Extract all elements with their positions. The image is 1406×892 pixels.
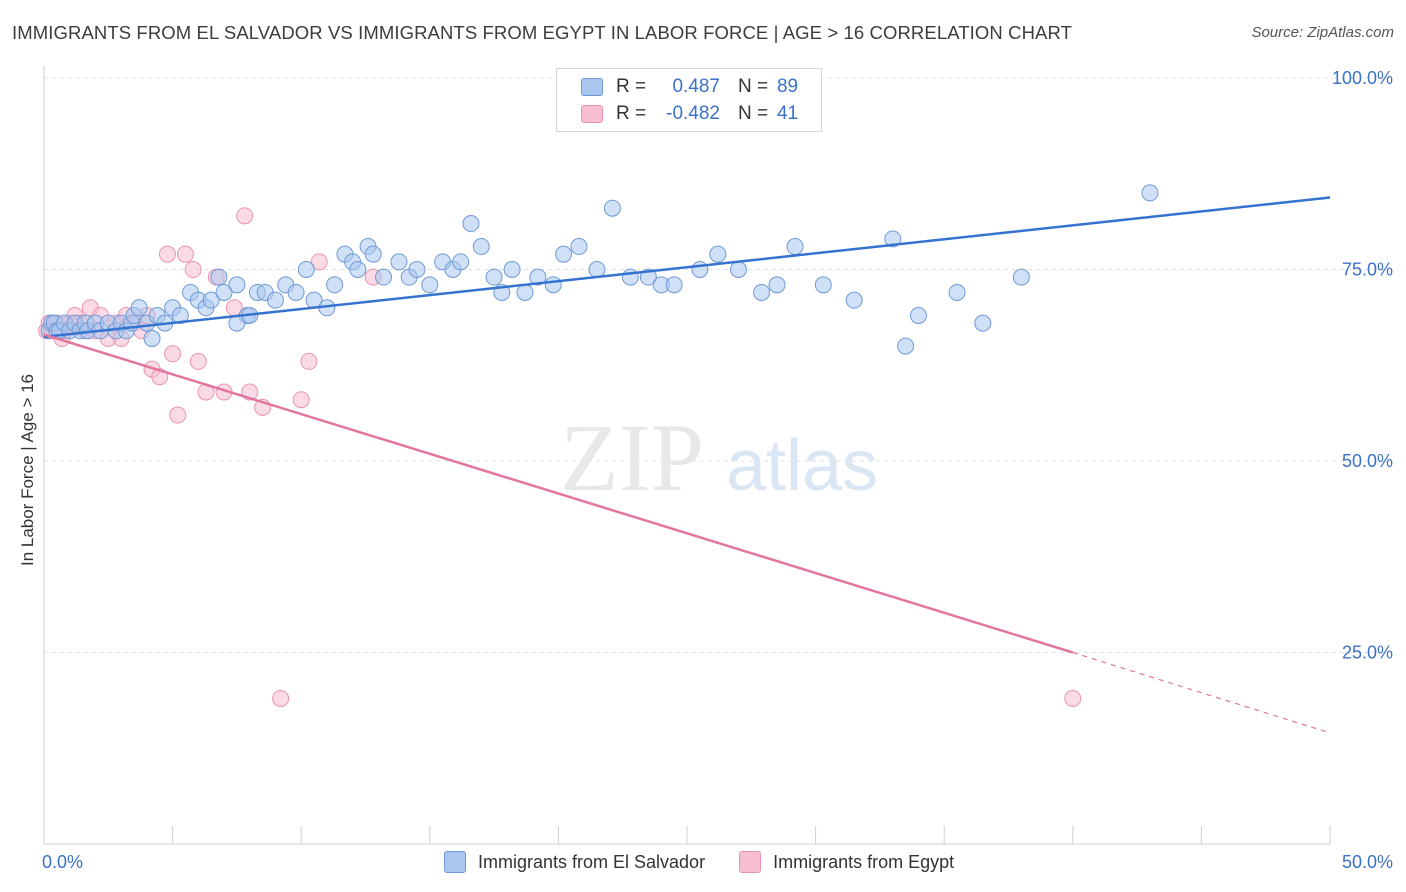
el-salvador-point: [555, 245, 573, 263]
legend-r-label: R =: [616, 76, 647, 97]
el-salvador-point: [390, 253, 408, 271]
y-tick-label: 100.0%: [1332, 68, 1393, 88]
el-salvador-point: [228, 276, 246, 294]
el-salvador-point: [884, 230, 902, 248]
legend-row-egypt: R = -0.482 N = 41: [581, 102, 798, 126]
el-salvador-point: [215, 283, 233, 301]
y-tick-labels: 25.0% 50.0% 75.0% 100.0%: [1332, 68, 1393, 663]
el-salvador-point: [452, 253, 470, 271]
watermark-atlas: atlas: [726, 426, 878, 506]
legend-r-value: -0.482: [666, 103, 720, 124]
el-salvador-point: [421, 276, 439, 294]
el-salvador-point: [948, 283, 966, 301]
legend-n-label: N =: [738, 103, 769, 124]
el-salvador-point: [603, 199, 621, 217]
el-salvador-point: [210, 268, 228, 286]
legend-label-egypt: Immigrants from Egypt: [773, 851, 955, 872]
y-tick-label: 50.0%: [1342, 451, 1393, 471]
egypt-trendline-extension: [1072, 651, 1331, 734]
egypt-trendline: [43, 333, 1074, 654]
legend-swatch-blue: [581, 78, 603, 96]
legend-n-value: 41: [776, 103, 799, 124]
watermark-zip: ZIP: [560, 404, 704, 511]
egypt-point: [189, 352, 207, 370]
el-salvador-point: [503, 261, 521, 278]
watermark: ZIP atlas: [560, 404, 878, 511]
egypt-point: [1064, 689, 1082, 707]
el-salvador-point: [1141, 184, 1159, 202]
el-salvador-point: [544, 276, 562, 294]
source-label[interactable]: Source: ZipAtlas.com: [1251, 24, 1394, 41]
el-salvador-point: [845, 291, 863, 309]
gridlines: [44, 77, 1392, 653]
el-salvador-point: [472, 238, 490, 256]
el-salvador-point: [462, 215, 480, 233]
egypt-point: [310, 253, 328, 271]
el-salvador-point: [529, 268, 547, 286]
y-tick-label: 75.0%: [1342, 260, 1393, 280]
el-salvador-point: [909, 306, 927, 324]
el-salvador-point: [709, 245, 727, 263]
legend-swatch-pink: [739, 851, 762, 873]
egypt-point: [158, 245, 176, 263]
el-salvador-point: [171, 306, 189, 324]
egypt-point: [300, 352, 318, 370]
el-salvador-point: [639, 268, 657, 286]
el-salvador-point: [974, 314, 992, 332]
el-salvador-point: [287, 283, 305, 301]
trendlines: [43, 196, 1331, 734]
el-salvador-point: [375, 268, 393, 286]
el-salvador-point: [408, 261, 426, 278]
x-tick-label-max: 50.0%: [1341, 852, 1393, 872]
legend-item-egypt[interactable]: Immigrants from Egypt: [739, 851, 954, 873]
el-salvador-point: [753, 283, 771, 301]
el-salvador-point: [768, 276, 786, 294]
el-salvador-point: [729, 261, 747, 278]
correlation-legend: R = 0.487 N = 89 R = -0.482 N = 41: [556, 68, 822, 132]
el-salvador-point: [266, 291, 284, 309]
legend-r-label: R =: [616, 103, 647, 124]
series-legend: Immigrants from El Salvador Immigrants f…: [444, 851, 988, 873]
el-salvador-point: [516, 283, 534, 301]
el-salvador-points: [40, 184, 1159, 355]
el-salvador-point: [326, 276, 344, 294]
el-salvador-point: [485, 268, 503, 286]
legend-n-value: 89: [776, 76, 799, 97]
legend-label-el-salvador: Immigrants from El Salvador: [478, 851, 706, 872]
el-salvador-trendline: [43, 196, 1331, 339]
el-salvador-point: [691, 261, 709, 278]
el-salvador-point: [364, 245, 382, 263]
x-tick-label-min: 0.0%: [42, 852, 84, 872]
egypt-point: [292, 391, 310, 409]
chart-title: IMMIGRANTS FROM EL SALVADOR VS IMMIGRANT…: [12, 22, 1072, 43]
legend-row-el-salvador: R = 0.487 N = 89: [581, 75, 798, 99]
egypt-point: [272, 689, 290, 707]
egypt-point: [176, 245, 194, 263]
egypt-point: [169, 406, 187, 424]
legend-swatch-pink: [581, 105, 603, 123]
el-salvador-point: [897, 337, 915, 355]
y-tick-label: 25.0%: [1342, 643, 1393, 663]
el-salvador-point: [130, 299, 148, 317]
legend-n-label: N =: [738, 76, 769, 97]
legend-item-el-salvador[interactable]: Immigrants from El Salvador: [444, 851, 705, 873]
el-salvador-point: [202, 291, 220, 309]
el-salvador-point: [143, 329, 161, 347]
el-salvador-point: [665, 276, 683, 294]
egypt-point: [184, 261, 202, 278]
el-salvador-point: [786, 238, 804, 256]
legend-r-value: 0.487: [672, 76, 720, 97]
axes: [43, 66, 1331, 845]
legend-swatch-blue: [444, 851, 466, 873]
el-salvador-point: [814, 276, 832, 294]
el-salvador-point: [297, 261, 315, 278]
el-salvador-point: [1012, 268, 1030, 286]
el-salvador-point: [349, 261, 367, 278]
egypt-point: [164, 345, 182, 363]
el-salvador-point: [570, 238, 588, 256]
egypt-point: [236, 207, 254, 225]
